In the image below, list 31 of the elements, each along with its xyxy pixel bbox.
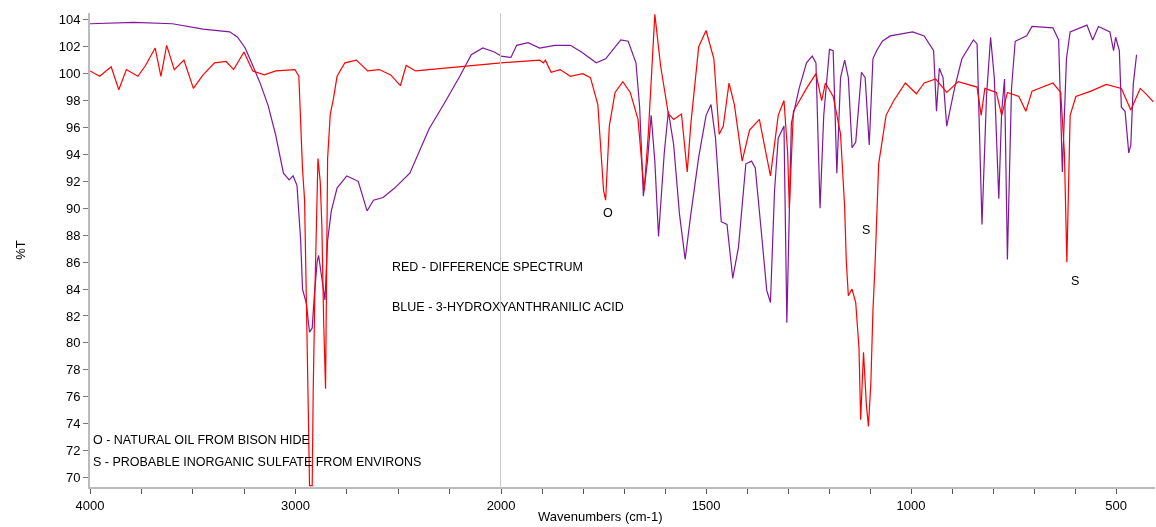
annotation: S xyxy=(862,223,871,237)
y-tick-label: 100 xyxy=(58,66,81,82)
x-tick-label: 500 xyxy=(1105,497,1127,513)
x-tick-label: 1500 xyxy=(691,497,721,513)
y-tick-label: 82 xyxy=(65,308,81,324)
annotation: RED - DIFFERENCE SPECTRUM xyxy=(392,260,583,274)
y-tick-label: 90 xyxy=(65,200,81,216)
y-tick-label: 94 xyxy=(65,146,81,162)
x-tick-label: 4000 xyxy=(75,497,105,513)
y-tick-label: 102 xyxy=(58,39,81,55)
x-tick-label: 2000 xyxy=(486,497,516,513)
y-tick-label: 80 xyxy=(65,335,81,351)
y-tick-label: 72 xyxy=(65,443,81,459)
y-tick-label: 74 xyxy=(65,416,81,432)
x-tick-label: 3000 xyxy=(281,497,311,513)
x-tick-label: 1000 xyxy=(896,497,926,513)
y-tick-label: 84 xyxy=(65,281,81,297)
y-tick-label: 92 xyxy=(65,173,81,189)
y-axis-title: %T xyxy=(13,240,29,260)
annotation: O xyxy=(603,206,613,220)
y-tick-label: 88 xyxy=(65,227,81,243)
y-tick-label: 98 xyxy=(65,93,81,109)
y-tick-label: 76 xyxy=(65,389,81,405)
annotation: BLUE - 3-HYDROXYANTHRANILIC ACID xyxy=(392,300,624,314)
y-tick-label: 104 xyxy=(58,12,81,28)
y-tick-label: 70 xyxy=(65,470,81,486)
annotation: S xyxy=(1071,274,1080,288)
x-axis-title: Wavenumbers (cm-1) xyxy=(538,509,663,524)
y-tick-label: 78 xyxy=(65,362,81,378)
y-tick-label: 96 xyxy=(65,120,81,136)
y-tick-label: 86 xyxy=(65,254,81,270)
